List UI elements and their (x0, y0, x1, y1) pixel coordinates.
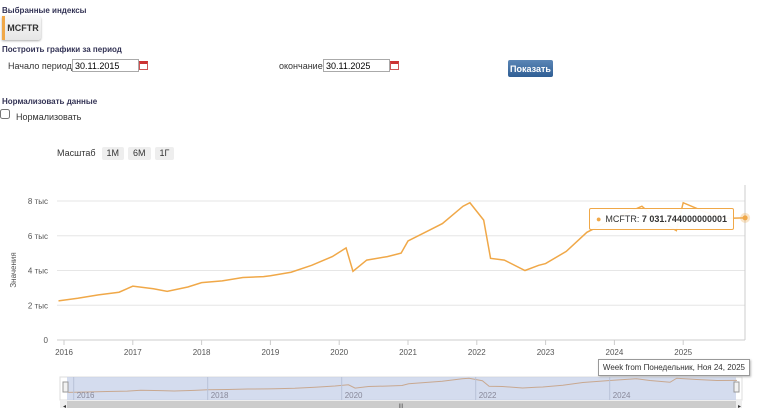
y-tick-label: 8 тыс (28, 197, 48, 206)
tooltip-series: MCFTR (605, 214, 637, 224)
x-tick-label: 2023 (537, 348, 555, 357)
x-tick-label: 2018 (193, 348, 211, 357)
date-tooltip: Week from Понедельник, Ноя 24, 2025 (597, 359, 750, 376)
tooltip: ● MCFTR: 7 031.744000000001 (588, 208, 734, 230)
x-tick-label: 2022 (468, 348, 486, 357)
y-tick-label: 6 тыс (28, 232, 48, 241)
y-tick-label: 2 тыс (28, 301, 48, 310)
x-tick-label: 2025 (674, 348, 692, 357)
x-tick-label: 2017 (124, 348, 142, 357)
selected-indices-heading: Выбранные индексы (2, 6, 87, 15)
normalize-label: Нормализовать (16, 112, 82, 122)
navigator-tick-label: 2024 (613, 391, 631, 400)
x-tick-label: 2019 (262, 348, 280, 357)
start-date-input[interactable] (72, 59, 139, 72)
y-tick-label: 0 (44, 336, 49, 345)
hover-point (742, 215, 748, 221)
navigator-tick-label: 2022 (479, 391, 497, 400)
x-tick-label: 2024 (606, 348, 624, 357)
zoom-1m-button[interactable]: 1М (101, 147, 125, 160)
start-label: Начало периода (8, 61, 77, 71)
zoom-label: Масштаб (57, 148, 96, 158)
zoom-6m-button[interactable]: 6М (128, 147, 151, 160)
calendar-icon[interactable] (139, 61, 148, 70)
end-date-input[interactable] (323, 59, 390, 72)
series-dot-icon: ● (595, 214, 602, 224)
y-tick-label: 4 тыс (28, 267, 48, 276)
scroll-left-icon: ◂ (63, 404, 66, 410)
period-heading: Построить графики за период (2, 45, 122, 54)
x-tick-label: 2020 (330, 348, 348, 357)
scrollbar-thumb[interactable] (67, 401, 736, 408)
navigator-tick-label: 2020 (345, 391, 363, 400)
x-tick-label: 2016 (55, 348, 73, 357)
scrollbar-grip-icon: III (398, 404, 403, 410)
normalize-heading: Нормализовать данные (2, 97, 98, 106)
navigator-handle-right (733, 381, 740, 393)
scroll-right-icon: ▸ (738, 404, 741, 410)
zoom-bar: Масштаб 1М 6М 1Г (57, 147, 175, 160)
navigator-handle-left (62, 381, 69, 393)
show-button[interactable]: Показать (508, 60, 553, 77)
calendar-icon[interactable] (390, 61, 399, 70)
navigator-tick-label: 2018 (211, 391, 229, 400)
tooltip-value: 7 031.744000000001 (641, 214, 727, 224)
end-label: окончание (279, 61, 323, 71)
normalize-checkbox[interactable] (0, 109, 10, 119)
index-tag-mcftr[interactable]: MCFTR (2, 16, 41, 40)
x-tick-label: 2021 (399, 348, 417, 357)
zoom-1y-button[interactable]: 1Г (154, 147, 175, 160)
navigator-tick-label: 2016 (77, 391, 95, 400)
y-axis-title: Значения (9, 252, 18, 287)
navigator-selection (67, 377, 736, 400)
